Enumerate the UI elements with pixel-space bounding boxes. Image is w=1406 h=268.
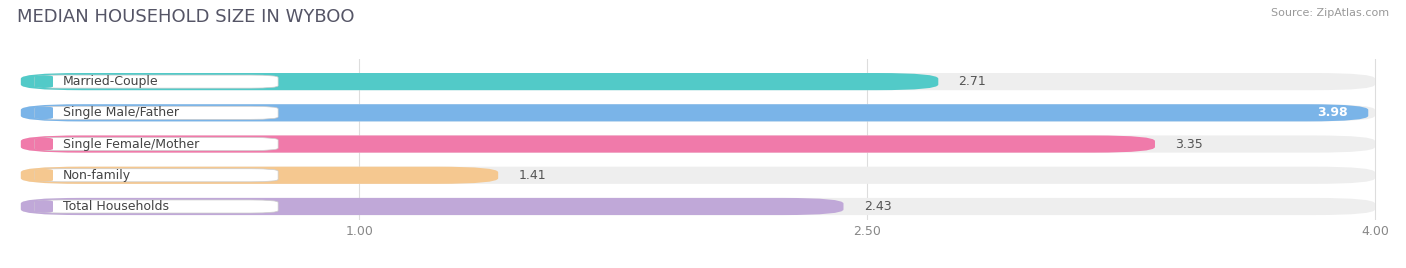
Text: 2.71: 2.71	[959, 75, 987, 88]
Text: Single Female/Mother: Single Female/Mother	[63, 137, 200, 151]
FancyBboxPatch shape	[21, 104, 1368, 121]
FancyBboxPatch shape	[21, 198, 1375, 215]
Text: MEDIAN HOUSEHOLD SIZE IN WYBOO: MEDIAN HOUSEHOLD SIZE IN WYBOO	[17, 8, 354, 26]
FancyBboxPatch shape	[34, 200, 53, 213]
FancyBboxPatch shape	[21, 135, 1154, 153]
FancyBboxPatch shape	[21, 167, 1375, 184]
Text: 1.41: 1.41	[519, 169, 546, 182]
FancyBboxPatch shape	[21, 167, 498, 184]
FancyBboxPatch shape	[21, 135, 1375, 153]
Text: 3.98: 3.98	[1317, 106, 1348, 119]
FancyBboxPatch shape	[21, 104, 1375, 121]
FancyBboxPatch shape	[34, 106, 53, 119]
Text: 3.35: 3.35	[1175, 137, 1204, 151]
Text: Source: ZipAtlas.com: Source: ZipAtlas.com	[1271, 8, 1389, 18]
Text: Total Households: Total Households	[63, 200, 169, 213]
FancyBboxPatch shape	[34, 169, 278, 182]
Text: Married-Couple: Married-Couple	[63, 75, 159, 88]
FancyBboxPatch shape	[34, 137, 53, 151]
Text: 2.43: 2.43	[863, 200, 891, 213]
FancyBboxPatch shape	[34, 169, 53, 182]
FancyBboxPatch shape	[34, 75, 278, 88]
Text: Single Male/Father: Single Male/Father	[63, 106, 179, 119]
Text: Non-family: Non-family	[63, 169, 131, 182]
FancyBboxPatch shape	[21, 73, 1375, 90]
FancyBboxPatch shape	[34, 200, 278, 213]
FancyBboxPatch shape	[21, 198, 844, 215]
FancyBboxPatch shape	[34, 106, 278, 119]
FancyBboxPatch shape	[21, 73, 938, 90]
FancyBboxPatch shape	[34, 137, 278, 151]
FancyBboxPatch shape	[34, 75, 53, 88]
